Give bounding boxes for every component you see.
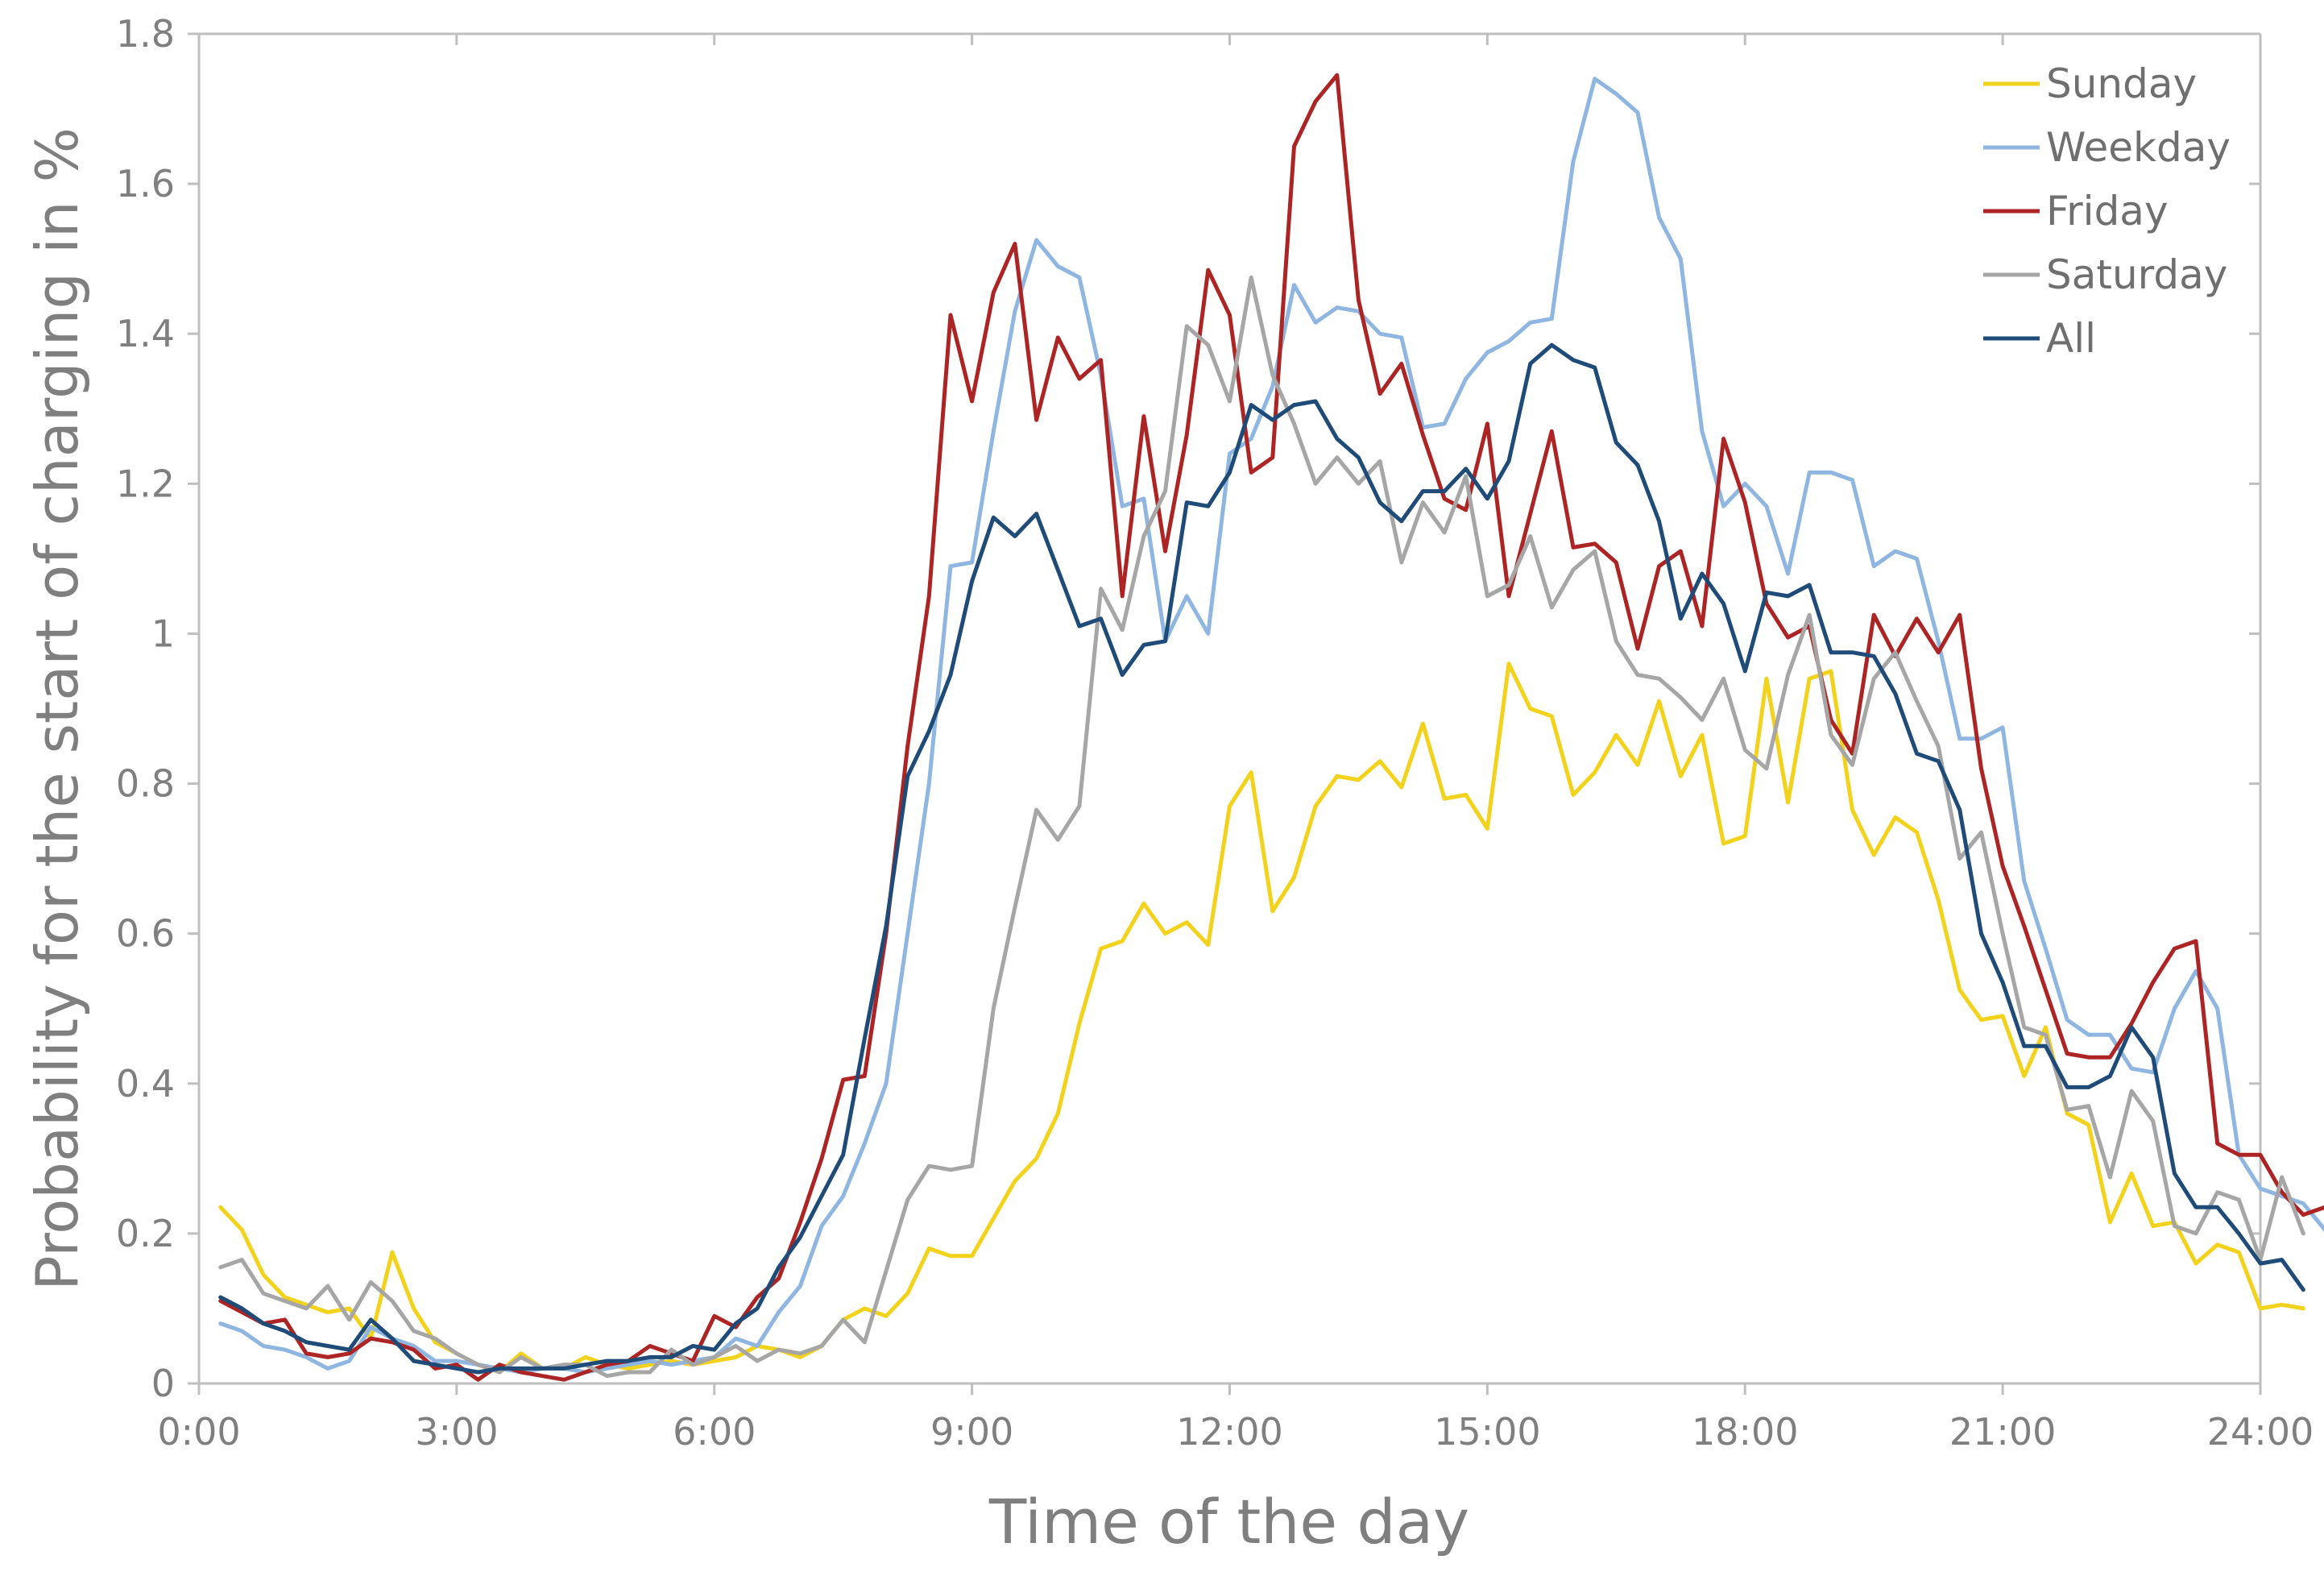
x-tick-label: 3:00 [415,1410,498,1454]
y-tick-label: 0 [151,1362,175,1405]
series-lines [218,73,2324,1382]
legend-label-saturday: Saturday [2046,251,2227,298]
legend: Sunday Weekday Friday Saturday All [1983,60,2231,362]
y-tick-label: 0.8 [116,762,175,806]
y-tick-label: 0.4 [116,1062,175,1105]
x-tick-label: 6:00 [673,1410,756,1454]
legend-label-friday: Friday [2046,188,2169,234]
x-tick-label: 24:00 [2207,1410,2314,1454]
legend-label-sunday: Sunday [2046,60,2197,107]
x-tick-label: 12:00 [1176,1410,1283,1454]
series-line-friday [218,73,2324,1382]
y-axis-ticks: 0 0.2 0.4 0.6 0.8 1 1.2 1.4 1.6 1.8 [116,12,2260,1405]
x-tick-label: 0:00 [157,1410,240,1454]
x-tick-label: 18:00 [1692,1410,1799,1454]
series-line-all [218,342,2305,1375]
y-tick-label: 1.6 [116,162,175,205]
x-tick-label: 9:00 [930,1410,1013,1454]
series-line-sunday [218,662,2305,1375]
x-axis-ticks: 0:00 3:00 6:00 9:00 12:00 15:00 18:00 21:00 24:0… [157,34,2314,1454]
y-tick-label: 0.6 [116,912,175,956]
x-axis-title: Time of the day [988,1486,1469,1557]
legend-label-weekday: Weekday [2046,124,2231,171]
x-tick-label: 21:00 [1949,1410,2057,1454]
y-tick-label: 0.2 [116,1212,175,1255]
y-tick-label: 1 [151,612,175,655]
x-tick-label: 15:00 [1434,1410,1541,1454]
series-line-saturday [218,275,2305,1379]
y-tick-label: 1.8 [116,12,175,56]
y-tick-label: 1.2 [116,462,175,505]
y-tick-label: 1.4 [116,312,175,355]
legend-label-all: All [2046,315,2096,362]
y-axis-title: Probability for the start of charging in… [23,127,91,1291]
